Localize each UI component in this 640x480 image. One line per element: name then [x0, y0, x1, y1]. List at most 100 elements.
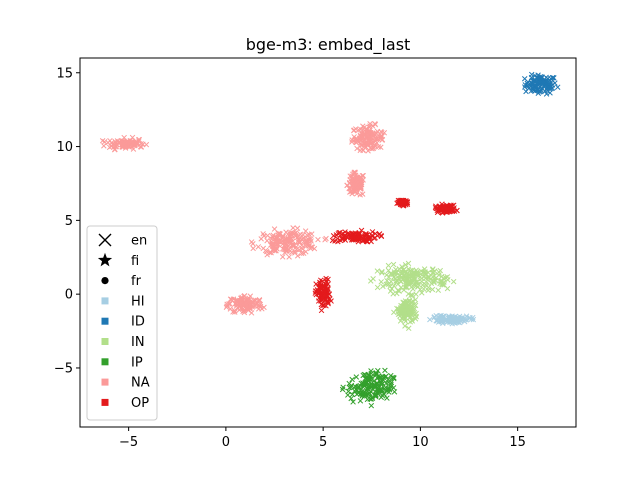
- point: [277, 230, 283, 237]
- point: [262, 247, 269, 254]
- point: [121, 134, 127, 141]
- point: [130, 146, 137, 152]
- point: [384, 277, 390, 284]
- point: [444, 207, 450, 213]
- point: [415, 284, 421, 290]
- legend-entry-IP: IP: [101, 355, 143, 370]
- point: [380, 377, 387, 383]
- point: [243, 300, 249, 306]
- point: [330, 233, 337, 239]
- point: [321, 302, 327, 309]
- point: [349, 376, 355, 383]
- y-tick-label: 0: [65, 288, 73, 303]
- point: [521, 75, 528, 82]
- point: [357, 184, 363, 190]
- point: [374, 284, 381, 291]
- point: [293, 246, 300, 253]
- cluster-NA: [99, 134, 150, 153]
- point: [298, 250, 305, 257]
- legend-label: HI: [131, 294, 145, 309]
- point: [435, 319, 442, 325]
- point: [317, 280, 323, 286]
- point: [401, 312, 408, 318]
- point: [367, 385, 373, 392]
- point: [433, 317, 439, 324]
- point: [341, 233, 348, 240]
- point: [267, 242, 274, 248]
- cluster-OP: [329, 227, 385, 245]
- point: [523, 88, 529, 95]
- legend-label: NA: [131, 376, 150, 391]
- point: [450, 202, 457, 209]
- point: [241, 293, 248, 299]
- point: [418, 271, 424, 277]
- x-tick-label: 10: [412, 435, 429, 450]
- point: [359, 237, 366, 244]
- point: [319, 295, 326, 301]
- cluster-ID: [521, 71, 561, 97]
- cluster-NA: [349, 120, 388, 154]
- point: [250, 245, 256, 252]
- point: [350, 171, 356, 178]
- point: [444, 274, 451, 280]
- point: [364, 375, 371, 382]
- point: [351, 127, 357, 133]
- point: [273, 239, 280, 245]
- color-swatch: [101, 338, 109, 345]
- legend-entry-NA: NA: [101, 376, 150, 391]
- legend-entry-fi: fi: [97, 252, 139, 269]
- point: [384, 386, 391, 392]
- legend-entry-fr: fr: [101, 274, 142, 289]
- point: [529, 85, 535, 91]
- point: [396, 272, 403, 279]
- point: [255, 244, 262, 250]
- legend-entry-en: en: [98, 234, 147, 249]
- point: [542, 88, 548, 94]
- y-axis-ticks: −5 0 5 10 15: [54, 66, 80, 376]
- point: [444, 285, 451, 292]
- point: [308, 238, 314, 244]
- point: [406, 278, 413, 285]
- point: [535, 87, 541, 93]
- point: [345, 388, 352, 395]
- point: [248, 239, 255, 245]
- point: [388, 381, 394, 388]
- point: [374, 128, 381, 135]
- point: [101, 139, 108, 145]
- point: [386, 386, 393, 393]
- point: [529, 78, 536, 84]
- point: [548, 85, 554, 92]
- point: [348, 395, 354, 402]
- point: [382, 367, 388, 374]
- point: [419, 278, 425, 285]
- point: [270, 232, 276, 239]
- point: [348, 232, 354, 239]
- cluster-NA: [344, 169, 366, 198]
- point: [369, 146, 375, 152]
- point: [356, 177, 362, 184]
- point: [546, 78, 553, 84]
- point: [354, 384, 361, 391]
- color-swatch: [101, 317, 109, 325]
- point: [364, 232, 371, 238]
- point: [358, 179, 365, 186]
- point: [346, 380, 352, 387]
- point: [454, 207, 460, 214]
- point: [328, 298, 334, 304]
- star-marker-icon: [97, 252, 113, 267]
- point: [359, 131, 365, 138]
- point: [409, 280, 415, 286]
- point: [322, 237, 328, 243]
- point: [375, 373, 382, 379]
- legend-entry-HI: HI: [101, 294, 145, 309]
- point: [432, 204, 439, 211]
- cluster-NA: [223, 293, 267, 316]
- legend-label: fi: [131, 254, 139, 269]
- point: [357, 398, 364, 404]
- point: [355, 127, 362, 133]
- cluster-OP: [394, 197, 411, 209]
- point: [543, 91, 550, 97]
- point: [398, 198, 405, 204]
- point: [354, 175, 360, 181]
- point: [270, 246, 277, 253]
